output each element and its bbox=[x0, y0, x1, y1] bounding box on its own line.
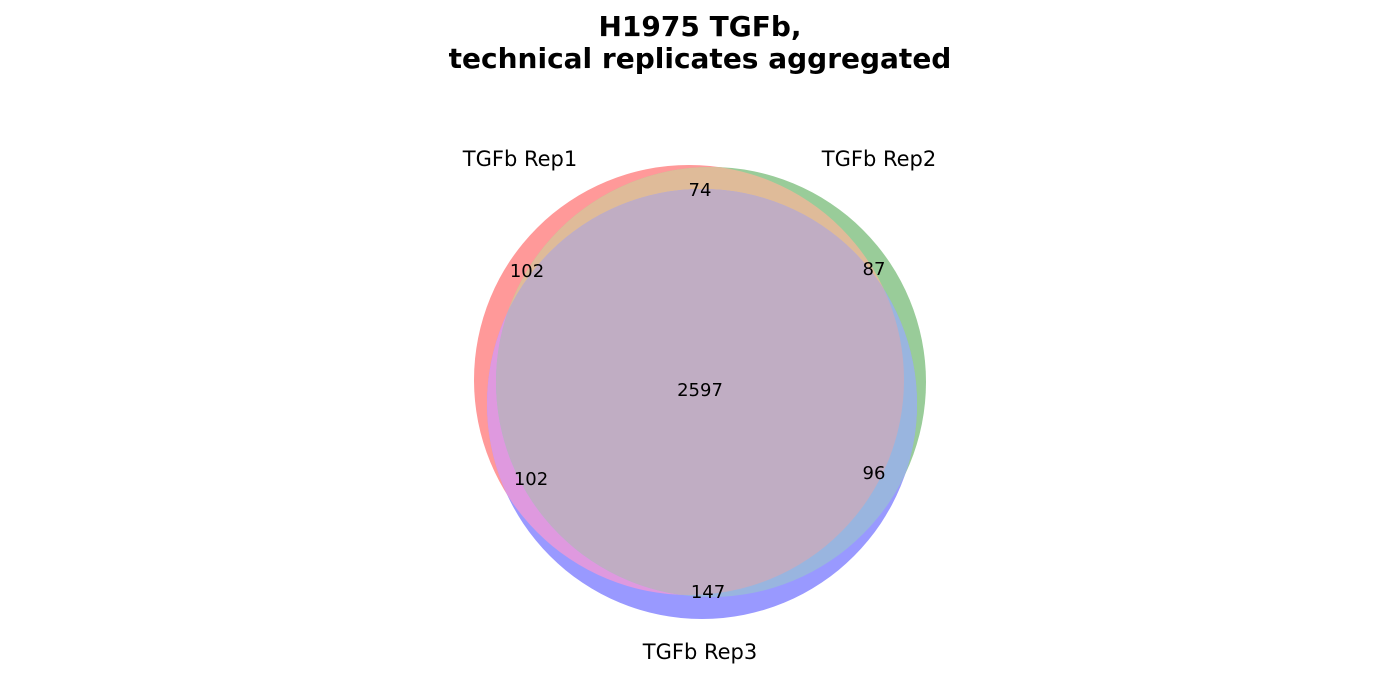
title-line-1: H1975 TGFb, bbox=[599, 10, 802, 43]
region-label-rep1-rep3: 102 bbox=[514, 469, 548, 490]
region-label-all-three: 2597 bbox=[677, 380, 723, 401]
chart-title: H1975 TGFb, technical replicates aggrega… bbox=[449, 10, 952, 75]
region-label-rep2-rep3: 96 bbox=[863, 463, 886, 484]
region-labels: 102 87 147 74 102 96 2597 bbox=[510, 180, 886, 603]
venn-circles bbox=[474, 165, 926, 619]
set-labels: TGFb Rep1 TGFb Rep2 TGFb Rep3 bbox=[462, 147, 936, 664]
set-label-rep2: TGFb Rep2 bbox=[821, 147, 936, 171]
set-label-rep3: TGFb Rep3 bbox=[642, 640, 757, 664]
region-label-rep2-only: 87 bbox=[863, 259, 886, 280]
region-label-rep1-only: 102 bbox=[510, 261, 544, 282]
overlap-all-three bbox=[496, 189, 904, 595]
set-label-rep1: TGFb Rep1 bbox=[462, 147, 577, 171]
region-label-rep1-rep2: 74 bbox=[689, 180, 712, 201]
title-line-2: technical replicates aggregated bbox=[449, 42, 952, 75]
region-label-rep3-only: 147 bbox=[691, 582, 725, 603]
